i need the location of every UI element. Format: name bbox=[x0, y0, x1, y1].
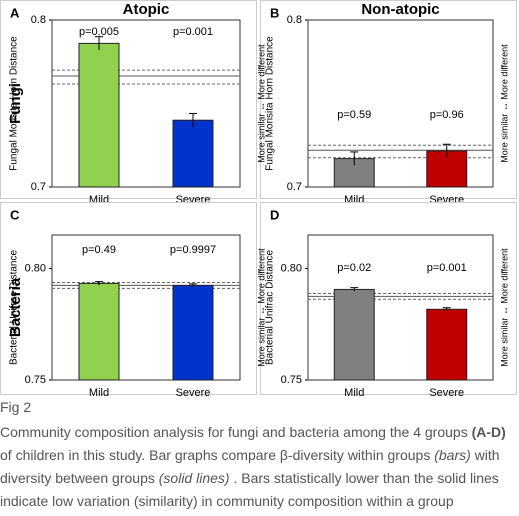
panel-frame bbox=[0, 0, 257, 199]
y-axis-label: Bacterial Unifrac Distance bbox=[265, 250, 276, 365]
x-tick-label: Mild bbox=[89, 387, 109, 399]
bar bbox=[333, 288, 375, 381]
y-axis-label: Bacterial Unifrac Distance bbox=[9, 250, 20, 365]
caption-part: (A-D) bbox=[471, 424, 506, 440]
caption-part: of children in this study. Bar graphs co… bbox=[0, 447, 435, 463]
x-tick-label: Severe bbox=[176, 387, 211, 399]
x-tick-label: Severe bbox=[176, 194, 211, 206]
bar bbox=[333, 158, 375, 188]
bar bbox=[172, 119, 214, 188]
x-tick-label: Severe bbox=[429, 387, 464, 399]
caption-part: (solid lines) bbox=[158, 470, 230, 486]
caption-part: . Bars statistically lower than the soli… bbox=[0, 470, 499, 509]
bar bbox=[426, 308, 468, 381]
y-tick-label: 0.8 bbox=[31, 14, 46, 26]
panel-title: Non-atopic bbox=[361, 1, 439, 18]
p-value: p=0.9997 bbox=[170, 244, 216, 256]
plot-frame bbox=[307, 234, 494, 381]
y-tick-label: 0.75 bbox=[25, 374, 46, 386]
row-label: Fungi bbox=[7, 83, 24, 124]
y-axis-label: Fungal Morisita Horn Distance bbox=[265, 36, 276, 171]
panel-frame bbox=[260, 0, 517, 199]
panel-letter: D bbox=[270, 207, 279, 222]
p-value: p=0.02 bbox=[337, 262, 371, 274]
side-label: More similar ↔ More different bbox=[499, 44, 509, 163]
p-value: p=0.59 bbox=[337, 109, 371, 121]
x-tick-label: Severe bbox=[429, 194, 464, 206]
side-label: More similar ↔ More different bbox=[499, 248, 509, 367]
y-tick-label: 0.80 bbox=[281, 262, 302, 274]
p-value: p=0.005 bbox=[79, 26, 119, 38]
y-tick-label: 0.75 bbox=[281, 374, 302, 386]
y-tick-label: 0.80 bbox=[25, 262, 46, 274]
bar bbox=[78, 42, 120, 188]
panel-title: Atopic bbox=[123, 1, 170, 18]
caption-part: Community composition analysis for fungi… bbox=[0, 424, 472, 440]
bar bbox=[172, 284, 214, 381]
panel-frame bbox=[0, 202, 257, 395]
caption-part: with diversity between groups bbox=[0, 447, 500, 486]
caption-text: Community composition analysis for fungi… bbox=[0, 421, 515, 513]
caption-part: (bars) bbox=[434, 447, 471, 463]
x-tick-label: Mild bbox=[344, 194, 364, 206]
y-tick-label: 0.8 bbox=[287, 14, 302, 26]
y-tick-label: 0.7 bbox=[287, 181, 302, 193]
caption: Fig 2 Community composition analysis for… bbox=[0, 396, 515, 513]
panel-letter: A bbox=[10, 5, 20, 20]
p-value: p=0.49 bbox=[82, 244, 116, 256]
side-label: More similar ↔ More different bbox=[256, 44, 266, 163]
figure-label: Fig 2 bbox=[0, 399, 32, 415]
y-tick-label: 0.7 bbox=[31, 181, 46, 193]
plot-frame bbox=[51, 19, 241, 188]
panel-letter: B bbox=[270, 5, 279, 20]
row-label: Bacteria bbox=[7, 277, 24, 337]
p-value: p=0.001 bbox=[173, 26, 213, 38]
plot-frame bbox=[51, 234, 241, 381]
bar bbox=[78, 282, 120, 381]
p-value: p=0.001 bbox=[427, 262, 467, 274]
panel-letter: C bbox=[10, 207, 20, 222]
p-value: p=0.96 bbox=[430, 109, 464, 121]
plot-frame bbox=[307, 19, 494, 188]
x-tick-label: Mild bbox=[89, 194, 109, 206]
side-label: More similar ↔ More different bbox=[256, 248, 266, 367]
x-tick-label: Mild bbox=[344, 387, 364, 399]
panel-frame bbox=[260, 202, 517, 395]
y-axis-label: Fungal Morisita Horn Distance bbox=[9, 36, 20, 171]
